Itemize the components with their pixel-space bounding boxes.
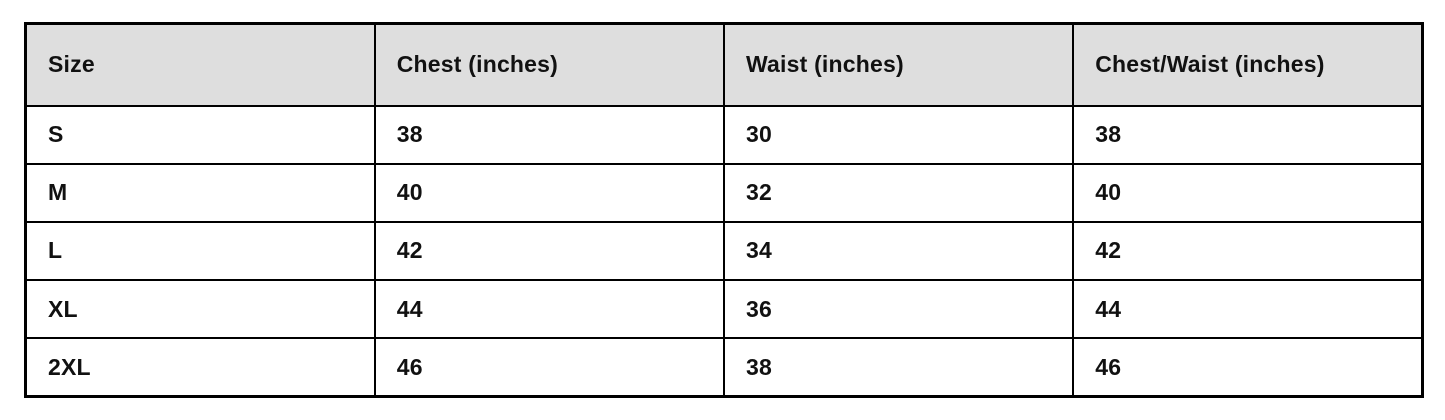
column-header-chest: Chest (inches) (373, 22, 726, 107)
cell-chest: 42 (373, 220, 726, 282)
column-header-chest-waist: Chest/Waist (inches) (1072, 22, 1424, 107)
cell-size: M (24, 162, 376, 223)
cell-chest-waist: 44 (1072, 279, 1424, 340)
table-row-l: L 42 34 42 (24, 220, 1424, 282)
cell-size: XL (24, 279, 376, 340)
header-row: Size Chest (inches) Waist (inches) Chest… (24, 22, 1424, 107)
column-header-size: Size (24, 22, 376, 107)
table-row-xl: XL 44 36 44 (24, 279, 1424, 340)
cell-chest-waist: 38 (1072, 104, 1424, 165)
cell-waist: 38 (722, 337, 1075, 398)
cell-chest: 44 (373, 279, 726, 340)
cell-chest: 46 (373, 337, 726, 398)
column-header-waist: Waist (inches) (722, 22, 1075, 107)
table-row-m: M 40 32 40 (24, 162, 1424, 223)
cell-chest-waist: 40 (1072, 162, 1424, 223)
size-chart-table: Size Chest (inches) Waist (inches) Chest… (24, 22, 1424, 398)
cell-chest: 40 (373, 162, 726, 223)
table-row-s: S 38 30 38 (24, 104, 1424, 165)
cell-chest: 38 (373, 104, 726, 165)
cell-size: L (24, 220, 376, 282)
cell-waist: 34 (722, 220, 1075, 282)
cell-waist: 32 (722, 162, 1075, 223)
cell-waist: 36 (722, 279, 1075, 340)
cell-chest-waist: 42 (1072, 220, 1424, 282)
cell-size: 2XL (24, 337, 376, 398)
cell-chest-waist: 46 (1072, 337, 1424, 398)
cell-waist: 30 (722, 104, 1075, 165)
cell-size: S (24, 104, 376, 165)
table-row-2xl: 2XL 46 38 46 (24, 337, 1424, 398)
